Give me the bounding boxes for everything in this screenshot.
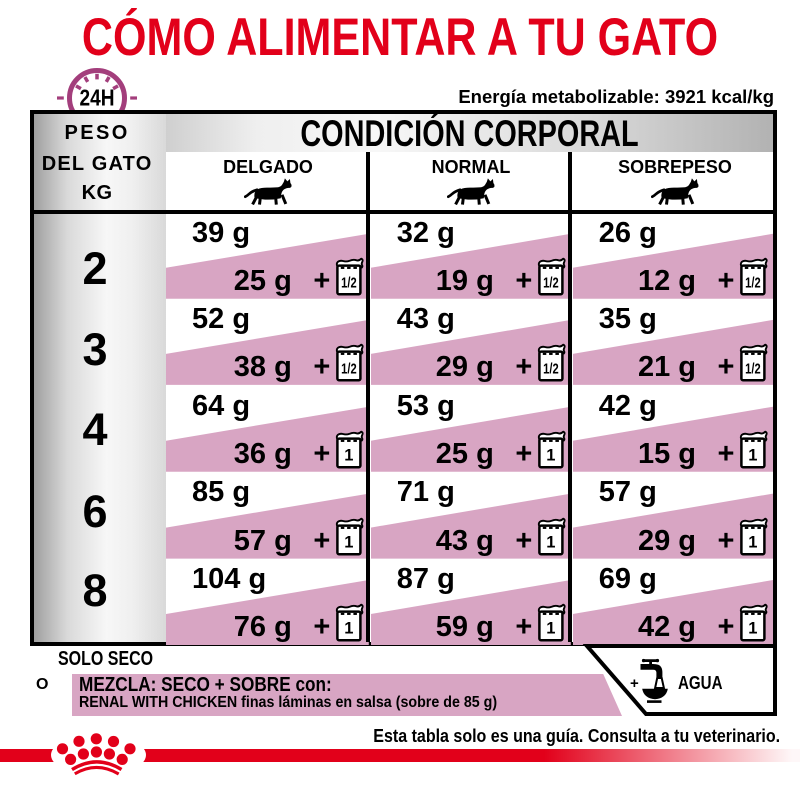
svg-text:1: 1 xyxy=(344,446,353,464)
svg-text:1: 1 xyxy=(344,620,353,638)
svg-text:1: 1 xyxy=(344,533,353,551)
svg-text:1: 1 xyxy=(748,446,757,464)
svg-text:1/2: 1/2 xyxy=(543,361,559,378)
svg-text:1: 1 xyxy=(546,533,555,551)
svg-text:1: 1 xyxy=(546,620,555,638)
svg-text:24H: 24H xyxy=(80,85,115,111)
svg-text:1: 1 xyxy=(546,446,555,464)
svg-text:1: 1 xyxy=(748,533,757,551)
svg-text:1/2: 1/2 xyxy=(745,275,761,292)
svg-text:1/2: 1/2 xyxy=(341,275,357,292)
svg-text:1/2: 1/2 xyxy=(341,361,357,378)
svg-text:1: 1 xyxy=(748,620,757,638)
svg-text:1/2: 1/2 xyxy=(543,275,559,292)
svg-text:1/2: 1/2 xyxy=(745,361,761,378)
